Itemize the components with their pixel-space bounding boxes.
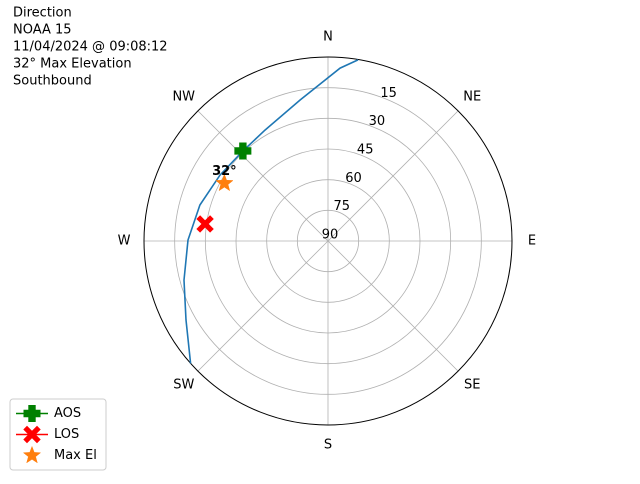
legend: AOS LOS Max El <box>9 398 107 471</box>
theta-tick-label: NE <box>463 89 481 104</box>
marker-plus <box>234 142 252 160</box>
legend-label: Max El <box>54 448 97 463</box>
grid-spoke <box>197 110 329 242</box>
legend-label: LOS <box>54 427 79 442</box>
r-tick-label: 45 <box>357 143 374 158</box>
theta-tick-label: S <box>324 438 332 453</box>
title-line: 32° Max Elevation <box>13 57 132 72</box>
marker-plus <box>23 405 41 422</box>
r-tick-label: 60 <box>345 171 362 186</box>
data-label: 32° <box>212 164 237 179</box>
theta-tick-label: NW <box>172 89 195 104</box>
title-line: NOAA 15 <box>13 23 72 38</box>
r-tick-label: 75 <box>333 199 350 214</box>
track-line <box>183 59 359 364</box>
grid-spoke <box>327 240 459 372</box>
title-line: 11/04/2024 @ 09:08:12 <box>13 40 168 55</box>
theta-tick-label: SW <box>173 378 194 393</box>
title-line: Southbound <box>13 74 92 89</box>
marker-x <box>196 215 214 233</box>
r-tick-label: 15 <box>380 86 397 101</box>
theta-tick-label: N <box>323 30 333 45</box>
outer-circle <box>143 56 513 426</box>
grid-spoke <box>327 110 459 242</box>
theta-tick-label: SE <box>464 378 480 393</box>
title-line: Direction <box>13 6 72 21</box>
r-tick-label: 30 <box>369 114 386 129</box>
theta-tick-label: E <box>528 234 536 249</box>
theta-tick-label: W <box>118 234 131 249</box>
grid-spoke <box>197 240 329 372</box>
marker-star <box>215 173 234 192</box>
legend-label: AOS <box>54 406 81 421</box>
marker-star <box>22 445 42 464</box>
marker-x <box>23 425 41 444</box>
r-tick-label: 90 <box>322 228 339 243</box>
